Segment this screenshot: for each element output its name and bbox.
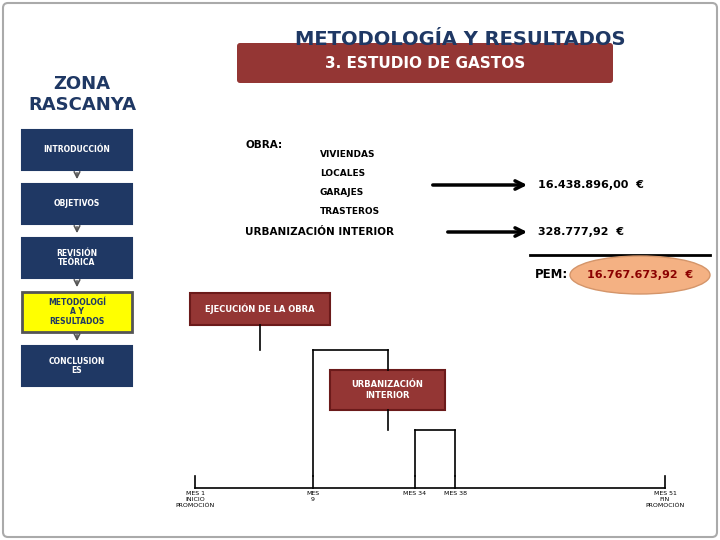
FancyBboxPatch shape [190,293,330,325]
Text: GARAJES: GARAJES [320,188,364,197]
Text: LOCALES: LOCALES [320,169,365,178]
Text: 328.777,92  €: 328.777,92 € [538,227,624,237]
Text: 16.438.896,00  €: 16.438.896,00 € [538,180,644,190]
Text: ZONA
RASCANYA: ZONA RASCANYA [28,75,136,114]
Text: MES
9: MES 9 [307,491,320,502]
Text: INTRODUCCIÓN: INTRODUCCIÓN [44,145,110,154]
Text: PEM:: PEM: [535,268,568,281]
Text: CONCLUSION
ES: CONCLUSION ES [49,356,105,375]
Text: MES 38: MES 38 [444,491,467,496]
FancyBboxPatch shape [330,370,445,410]
Text: MES 34: MES 34 [403,491,426,496]
FancyBboxPatch shape [22,292,132,332]
Text: VIVIENDAS: VIVIENDAS [320,150,376,159]
Text: METODOLOGÍA Y RESULTADOS: METODOLOGÍA Y RESULTADOS [294,30,625,49]
Text: 3. ESTUDIO DE GASTOS: 3. ESTUDIO DE GASTOS [325,56,525,71]
Text: URBANIZACIÓN INTERIOR: URBANIZACIÓN INTERIOR [245,227,394,237]
Text: TRASTEROS: TRASTEROS [320,207,380,216]
Text: REVISIÓN
TEÓRICA: REVISIÓN TEÓRICA [56,248,98,267]
FancyBboxPatch shape [237,43,613,83]
FancyBboxPatch shape [22,346,132,386]
Text: OBRA:: OBRA: [245,140,282,150]
Text: URBANIZACIÓN
INTERIOR: URBANIZACIÓN INTERIOR [351,380,423,400]
FancyBboxPatch shape [22,184,132,224]
Text: MES 1
INICIO
PROMOCIÓN: MES 1 INICIO PROMOCIÓN [176,491,215,508]
Text: MES 51
FIN
PROMOCIÓN: MES 51 FIN PROMOCIÓN [645,491,685,508]
Text: METODOLOGÍ
A Y
RESULTADOS: METODOLOGÍ A Y RESULTADOS [48,298,106,326]
Text: OBJETIVOS: OBJETIVOS [54,199,100,208]
Text: 16.767.673,92  €: 16.767.673,92 € [587,270,693,280]
FancyBboxPatch shape [3,3,717,537]
Ellipse shape [570,256,710,294]
FancyBboxPatch shape [22,238,132,278]
FancyBboxPatch shape [22,130,132,170]
Text: EJECUCIÓN DE LA OBRA: EJECUCIÓN DE LA OBRA [205,303,315,314]
